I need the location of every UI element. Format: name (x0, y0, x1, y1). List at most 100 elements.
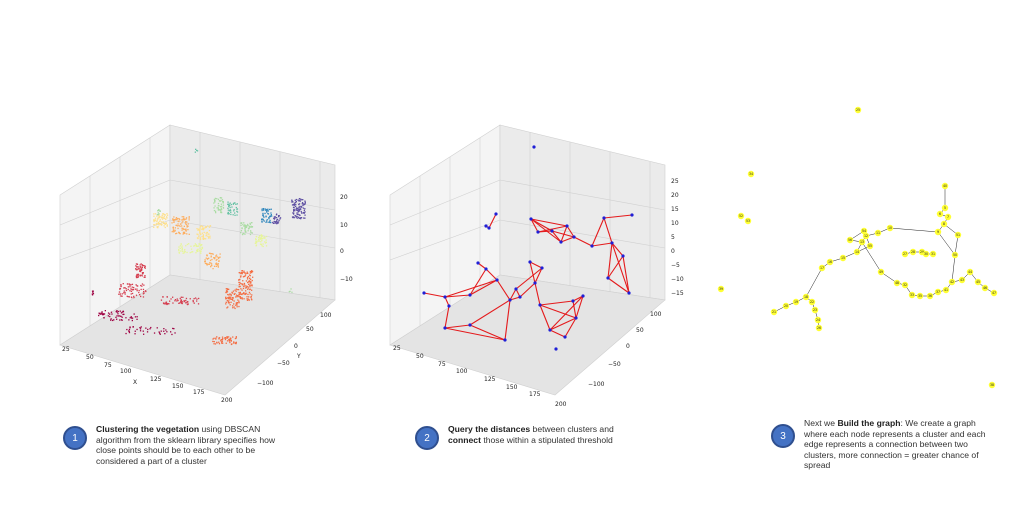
cluster-centroid (487, 226, 491, 230)
cluster-point (210, 255, 212, 257)
cluster-point (137, 266, 139, 268)
cluster-point (217, 257, 220, 260)
cluster-point (296, 213, 298, 216)
cluster-point (158, 214, 160, 216)
cluster-point (303, 212, 305, 214)
graph-edge (880, 271, 898, 284)
cluster-point (232, 214, 234, 216)
cluster-point (178, 220, 180, 223)
graph-node (990, 289, 998, 297)
cluster-point (182, 252, 184, 254)
cluster-point (250, 281, 252, 283)
cluster-point (200, 248, 203, 251)
cluster-point (179, 245, 181, 247)
cluster-point (107, 312, 110, 314)
cluster-point (235, 203, 237, 205)
cluster-point (218, 260, 220, 262)
cluster-point (121, 316, 123, 318)
cluster-point (214, 201, 216, 203)
step-body-text: using DBSCAN algorithm from the sklearn … (96, 424, 276, 466)
cluster-point (304, 200, 306, 202)
cluster-point (213, 202, 215, 204)
cluster-point (219, 256, 221, 258)
x-tick: 100 (120, 368, 132, 375)
cluster-point (227, 212, 229, 214)
cluster-point (209, 261, 211, 264)
cluster-point (251, 226, 253, 228)
cluster-point (204, 259, 206, 261)
z-tick: 0 (340, 248, 344, 255)
cluster-point (227, 301, 229, 303)
cluster-point (262, 214, 264, 217)
cluster-point (302, 204, 304, 207)
cluster-point (185, 218, 187, 220)
cluster-point (243, 270, 245, 272)
cluster-point (215, 262, 218, 264)
cluster-point (175, 233, 177, 235)
cluster-point (119, 310, 121, 312)
cluster-point (141, 272, 144, 274)
cluster-point (302, 207, 305, 209)
cluster-point (139, 264, 141, 266)
cluster-point (249, 222, 251, 224)
cluster-point (234, 212, 236, 214)
cluster-point (192, 299, 194, 302)
cluster-point (234, 292, 236, 295)
cluster-point (128, 319, 130, 321)
cluster-point (165, 218, 167, 221)
cluster-point (293, 213, 295, 215)
cluster-point (183, 232, 185, 234)
connection-edge (488, 213, 497, 229)
cluster-point (197, 303, 200, 305)
cluster-point (228, 302, 230, 304)
cluster-point (179, 302, 181, 304)
cluster-point (247, 281, 250, 283)
cluster-point (130, 288, 132, 290)
connection-edge (537, 225, 568, 233)
cluster-point (304, 211, 306, 213)
cluster-centroid (468, 293, 472, 297)
cluster-point (137, 273, 139, 275)
cluster-point (297, 213, 299, 215)
cluster-point (144, 276, 146, 278)
cluster-point (199, 247, 201, 249)
cluster-point (292, 204, 294, 206)
cluster-point (140, 284, 142, 287)
cluster-point (205, 257, 207, 259)
cluster-point (227, 201, 229, 203)
cluster-point (166, 296, 168, 298)
connection-edge (607, 255, 624, 279)
cluster-point (240, 224, 242, 226)
cluster-point (215, 259, 217, 261)
graph-node-label: 44 (968, 270, 972, 274)
cluster-point (241, 233, 244, 236)
cluster-point (180, 243, 182, 245)
step-body-text: Next we (804, 418, 838, 428)
cluster-point (101, 311, 103, 313)
cluster-point (179, 223, 182, 225)
graph-node-label: 6 (939, 212, 941, 216)
cluster-point (233, 303, 235, 305)
cluster-point (230, 337, 232, 339)
cluster-point (213, 337, 215, 339)
graph-node-label: 31 (931, 252, 935, 256)
cluster-point (261, 234, 263, 236)
cluster-point (140, 326, 142, 328)
cluster-point (232, 203, 234, 205)
cluster-point (273, 218, 276, 220)
step-body-text: between clusters and (530, 424, 614, 434)
cluster-point (232, 305, 234, 307)
cluster-point (111, 319, 114, 322)
cluster-point (251, 294, 253, 296)
graph-node (815, 324, 823, 332)
cluster-point (225, 342, 227, 344)
connection-edge (530, 218, 568, 227)
graph-node-label: 15 (841, 256, 845, 260)
cluster-centroid (574, 316, 578, 320)
cluster-point (238, 294, 240, 296)
graph-node (981, 284, 989, 292)
cluster-point (132, 289, 134, 291)
plot2-y-ticks: 100 50 0 −50 −100 (588, 311, 662, 388)
cluster-point (135, 265, 137, 267)
cluster-point (213, 207, 215, 209)
